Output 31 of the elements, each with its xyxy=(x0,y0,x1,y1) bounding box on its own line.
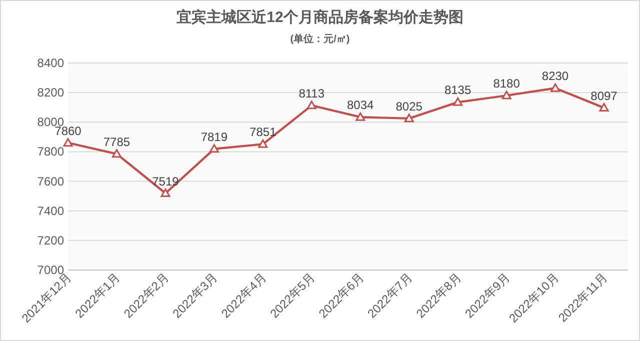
data-label: 8135 xyxy=(444,83,472,98)
data-label: 7785 xyxy=(103,134,130,149)
data-label: 8113 xyxy=(298,86,325,100)
data-label: 7851 xyxy=(250,125,277,140)
data-label: 8097 xyxy=(590,88,618,103)
y-tick-label: 7200 xyxy=(37,233,64,248)
data-label: 7819 xyxy=(200,130,228,144)
point xyxy=(453,97,463,106)
chart-subtitle: (单位：元/㎡) xyxy=(290,33,350,45)
data-label: 8180 xyxy=(493,76,520,91)
y-tick-label: 7600 xyxy=(37,174,64,188)
point xyxy=(306,100,316,110)
y-tick-label: 7800 xyxy=(37,144,64,159)
point xyxy=(258,139,268,148)
data-label: 8034 xyxy=(347,98,374,112)
point xyxy=(356,112,366,121)
point xyxy=(160,188,170,198)
y-tick-label: 8400 xyxy=(37,56,64,70)
y-tick-label: 8200 xyxy=(37,86,64,100)
data-label: 8230 xyxy=(542,69,569,84)
point xyxy=(599,103,609,112)
y-tick-label: 7400 xyxy=(37,204,64,218)
point xyxy=(502,90,512,100)
point xyxy=(112,149,122,158)
data-label: 8025 xyxy=(396,99,423,114)
point xyxy=(550,83,560,92)
point xyxy=(209,144,219,153)
point xyxy=(404,114,414,122)
data-label: 7519 xyxy=(152,174,180,188)
chart-title: 宜宾主城区近12个月商品房备案均价走势图 xyxy=(176,8,464,26)
point xyxy=(63,138,73,147)
